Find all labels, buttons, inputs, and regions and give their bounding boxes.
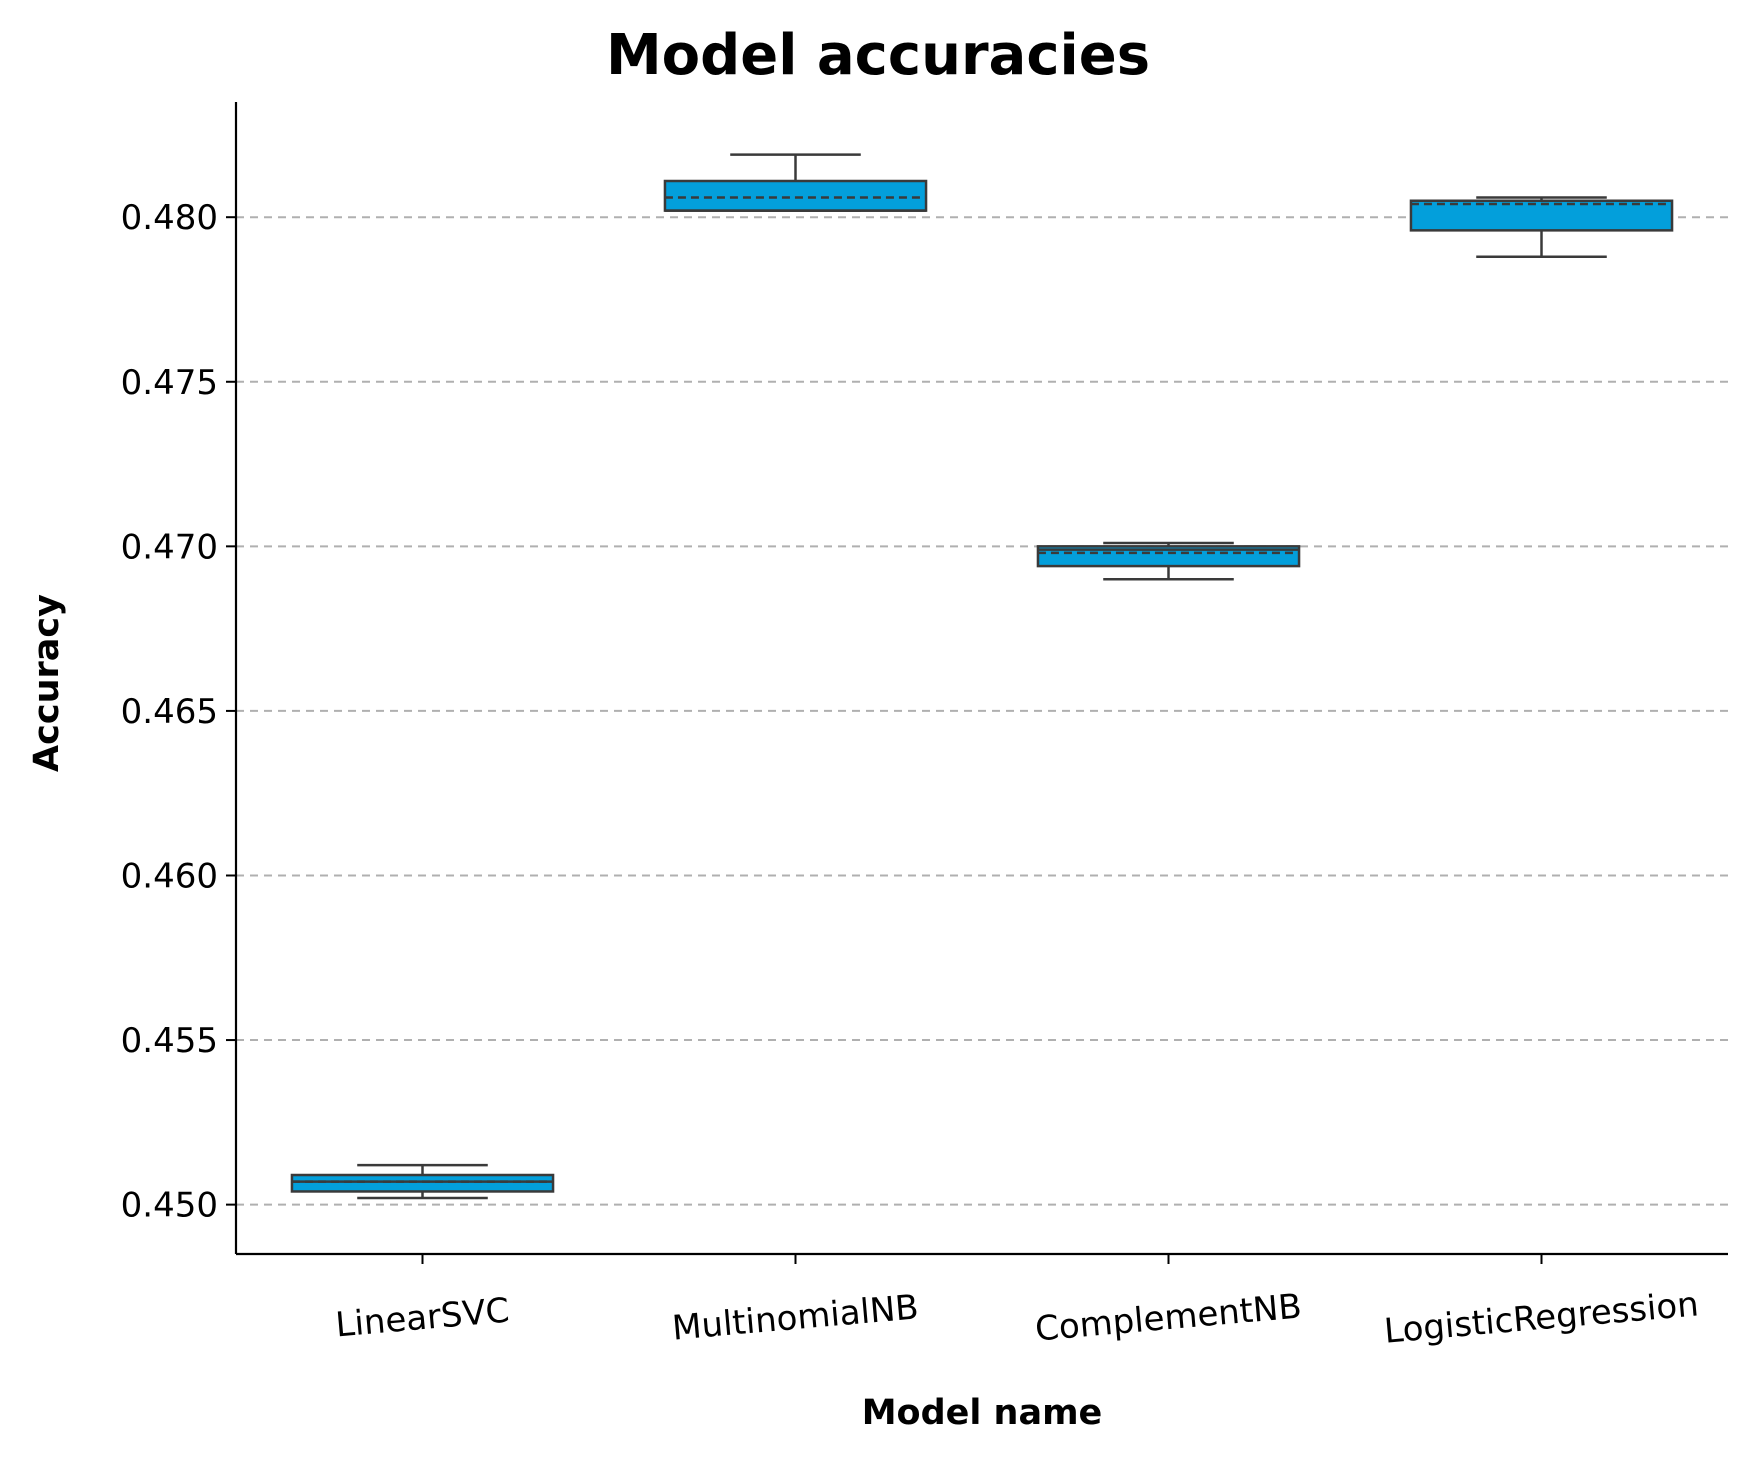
- x-tick-label: ComplementNB: [1034, 1286, 1304, 1349]
- box-LogisticRegression: [1409, 196, 1674, 258]
- box-body: [290, 1173, 555, 1193]
- box-body: [1409, 199, 1674, 232]
- x-tick-label: MultinomialNB: [671, 1287, 921, 1348]
- x-axis: LinearSVC MultinomialNB ComplementNB Logist…: [236, 1252, 1728, 1352]
- x-tick-label: LinearSVC: [334, 1290, 511, 1345]
- grid-lines: [236, 216, 1728, 1206]
- boxes: [290, 153, 1674, 1200]
- y-tick-label: 0.455: [121, 1021, 218, 1061]
- chart-title: Model accuracies: [606, 23, 1150, 88]
- y-tick-label: 0.480: [121, 198, 218, 238]
- y-axis-title: Accuracy: [27, 594, 67, 772]
- y-tick-label: 0.470: [121, 527, 218, 567]
- box-body: [1036, 545, 1301, 568]
- y-axis: 0.450 0.455 0.460 0.465 0.470 0.475 0.480: [121, 102, 238, 1254]
- box-ComplementNB: [1036, 541, 1301, 581]
- y-tick-label: 0.475: [121, 363, 218, 403]
- y-tick-label: 0.465: [121, 692, 218, 732]
- box-MultinomialNB: [663, 153, 928, 212]
- y-tick-label: 0.450: [121, 1186, 218, 1226]
- x-axis-title: Model name: [862, 1393, 1103, 1433]
- y-tick-label: 0.460: [121, 856, 218, 896]
- box-body: [663, 179, 928, 212]
- box-LinearSVC: [290, 1163, 555, 1200]
- x-tick-label: LogisticRegression: [1383, 1284, 1701, 1351]
